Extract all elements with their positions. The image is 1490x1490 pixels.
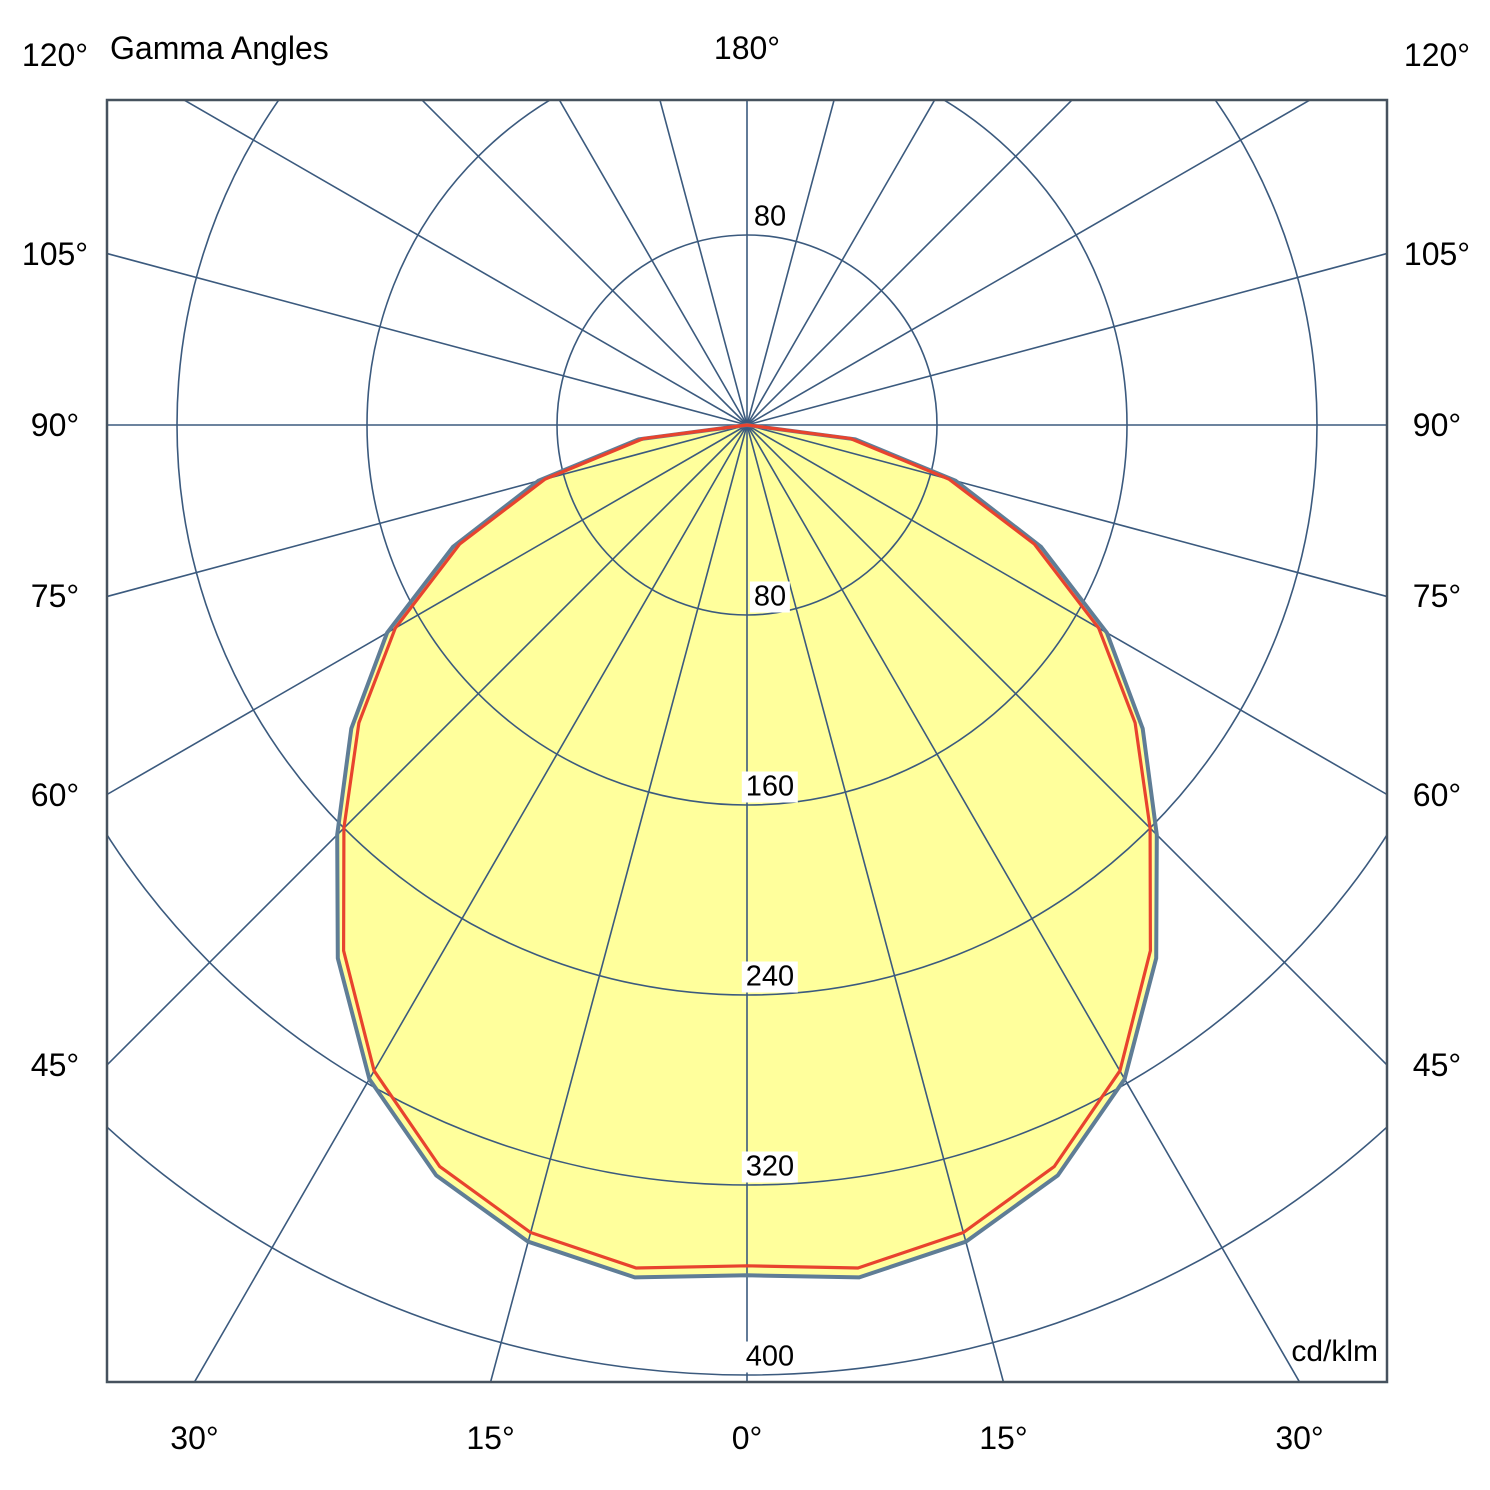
angle-label-right: 60° [1412, 776, 1462, 813]
angle-label-right: 105° [1403, 235, 1471, 272]
ray-240 [182, 100, 748, 426]
axis-label-180: 180° [713, 30, 781, 66]
ray-105 [746, 252, 1387, 426]
angle-label-left: 75° [30, 578, 80, 615]
ray-120 [746, 100, 1312, 426]
ring-label-upper: 80 [749, 201, 791, 233]
angle-label-bottom: 30° [1275, 1420, 1324, 1456]
ray-225 [420, 100, 748, 426]
curve-c0-c180 [342, 423, 1153, 1270]
angle-label-bottom: 15° [979, 1420, 1028, 1456]
ray-60 [746, 424, 1387, 796]
angle-label-right: 120° [1403, 37, 1471, 74]
ray-45 [746, 424, 1387, 1067]
angle-label-left: 90° [30, 407, 80, 443]
curve-c90-c270 [335, 423, 1159, 1280]
ray-150 [746, 100, 936, 426]
ray-255 [107, 252, 748, 426]
ray-165 [746, 100, 835, 426]
ring-label: 400 [741, 1341, 799, 1373]
ray-330 [193, 424, 748, 1382]
ring-label: 240 [741, 961, 799, 993]
ray-315 [107, 424, 748, 1067]
ray-345 [489, 424, 748, 1382]
ray-195 [659, 100, 748, 426]
ring-label: 80 [749, 581, 791, 613]
angle-label-bottom: 30° [170, 1420, 219, 1456]
angle-label-right: 45° [1412, 1047, 1462, 1083]
ring-label: 320 [741, 1151, 799, 1183]
angle-label-bottom: 0° [731, 1420, 763, 1456]
ray-15 [746, 424, 1005, 1382]
unit-label: cd/klm [1291, 1335, 1378, 1368]
ray-75 [746, 424, 1387, 598]
angle-label-left: 60° [30, 776, 80, 813]
ray-210 [558, 100, 748, 426]
angle-label-left: 105° [21, 235, 89, 272]
chart-title: Gamma Angles [110, 30, 329, 66]
ray-285 [107, 424, 748, 598]
angle-label-left: 45° [30, 1047, 80, 1083]
ray-300 [107, 424, 748, 796]
ring-label: 160 [741, 771, 799, 803]
angle-label-right: 75° [1412, 578, 1462, 615]
angle-label-bottom: 15° [466, 1420, 515, 1456]
angle-label-left: 120° [21, 37, 89, 74]
ray-30 [746, 424, 1301, 1382]
ray-135 [746, 100, 1074, 426]
plot-border [105, 98, 1389, 1384]
angle-label-right: 90° [1412, 407, 1462, 443]
